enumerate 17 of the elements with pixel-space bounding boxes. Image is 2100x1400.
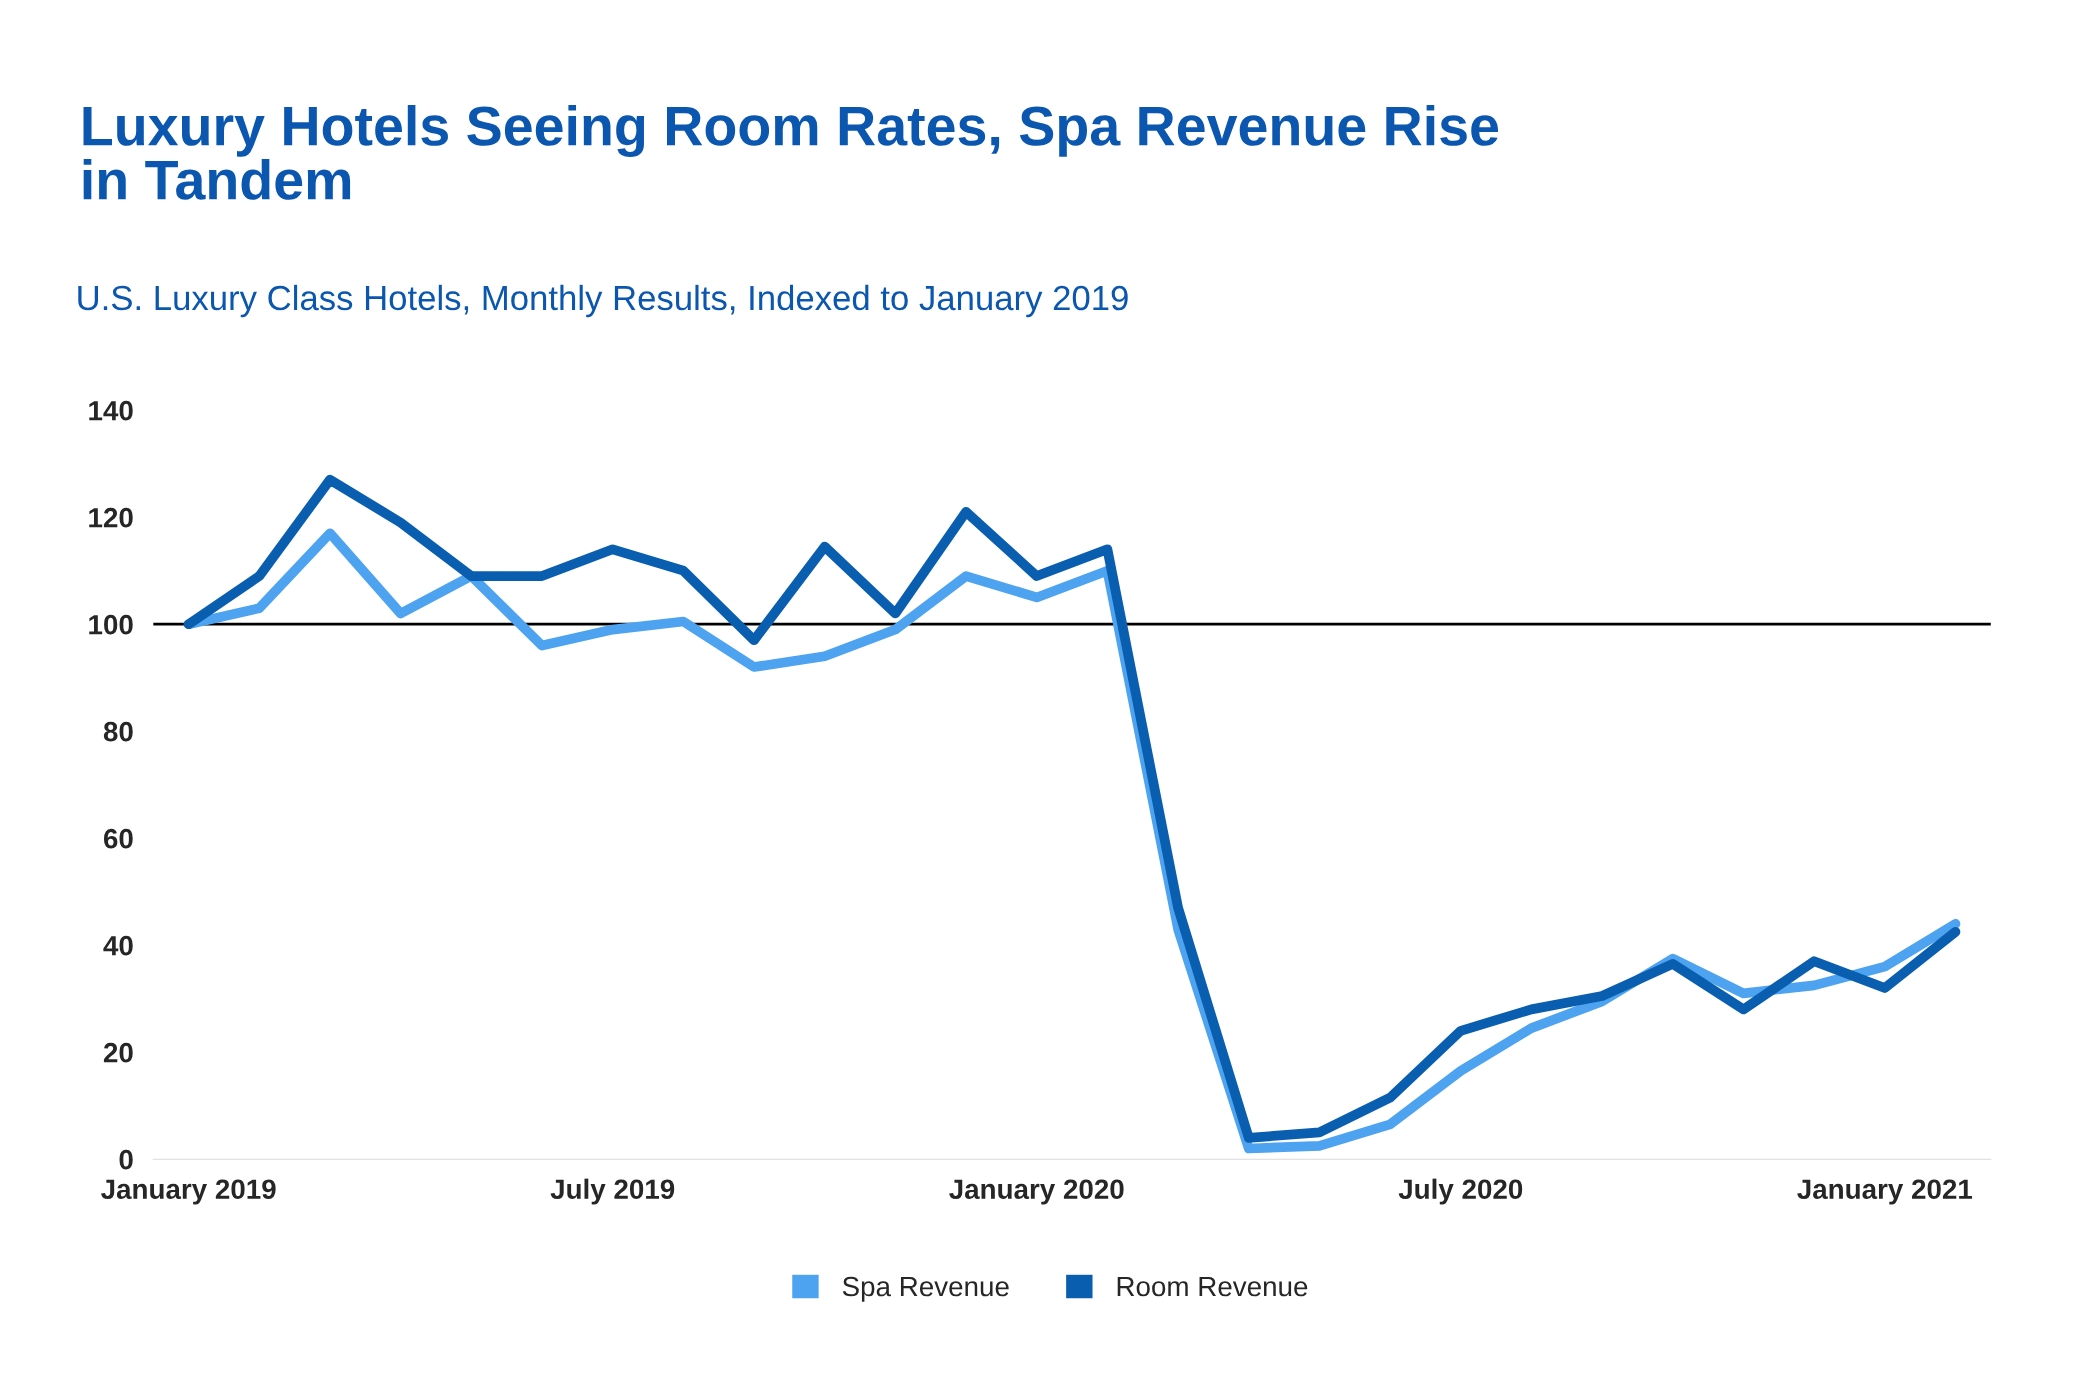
y-tick-label: 20: [103, 1042, 133, 1063]
x-tick-label: January 2021: [1797, 1179, 1973, 1205]
y-tick-label: 80: [103, 721, 133, 742]
chart-subtitle: U.S. Luxury Class Hotels, Monthly Results, Indexed to January 2019: [78, 284, 1128, 318]
y-tick-label: 100: [89, 614, 133, 635]
x-tick-label: January 2020: [949, 1179, 1124, 1205]
x-tick-label: January 2019: [101, 1179, 276, 1205]
y-tick-label: 40: [103, 935, 133, 956]
chart-title: Luxury Hotels Seeing Room Rates, Spa Revenue Rise in Tandem: [83, 105, 1499, 200]
legend-label: Spa Revenue: [842, 1276, 1009, 1302]
y-tick-label: 0: [119, 1149, 133, 1170]
x-tick-label: July 2019: [550, 1178, 675, 1205]
legend-label: Room Revenue: [1117, 1276, 1308, 1297]
y-tick-label: 120: [89, 507, 133, 528]
x-tick-label: July 2020: [1398, 1178, 1523, 1205]
y-tick-label: 60: [103, 828, 133, 849]
y-tick-label: 140: [89, 400, 133, 421]
